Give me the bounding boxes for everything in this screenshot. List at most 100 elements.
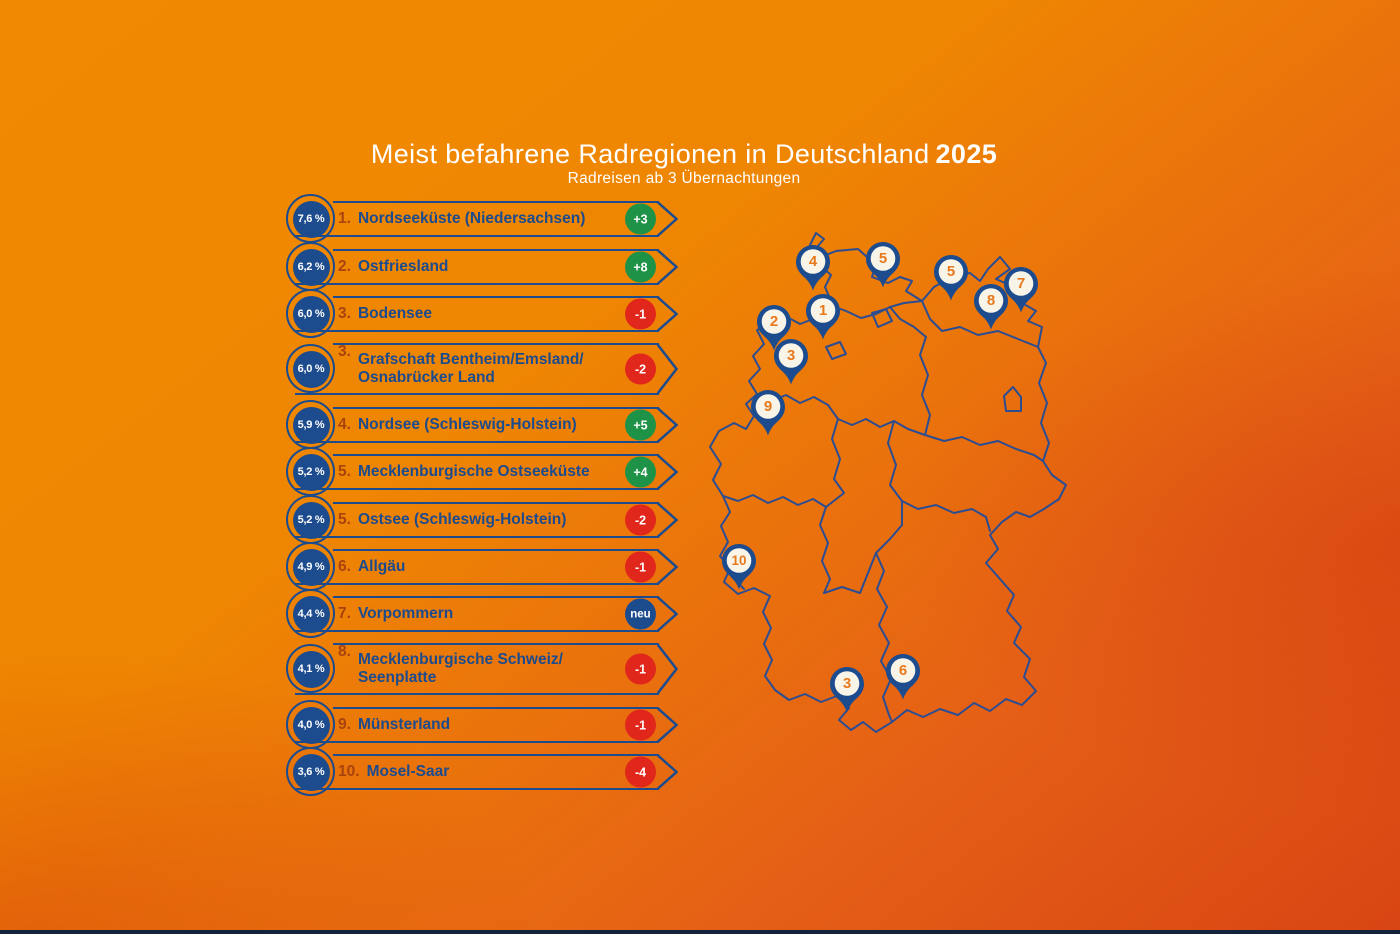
- state-border: [889, 306, 927, 338]
- pin-number: 1: [818, 302, 828, 319]
- region-label: 5. Ostsee (Schleswig-Holstein): [338, 511, 567, 528]
- ranking-row: 4,4 % 7. Vorpommern neu: [286, 589, 678, 639]
- arrow-tip-icon: [657, 454, 678, 490]
- rank-change-badge: -1: [625, 653, 656, 685]
- rank-number: 5.: [338, 463, 351, 480]
- share-badge: 5,9 %: [292, 406, 330, 444]
- rank-change-badge: +8: [625, 251, 656, 283]
- map-pin-icon: 9: [751, 390, 785, 436]
- rank-change-badge: -1: [625, 298, 656, 330]
- arrow-tip-icon: [657, 596, 678, 632]
- map-pin-icon: 6: [886, 654, 920, 700]
- ranking-row: 4,9 % 6. Allgäu -1: [286, 542, 678, 592]
- rank-change-badge: +3: [625, 203, 656, 235]
- state-border: [722, 494, 827, 508]
- rank-number: 3.: [338, 305, 351, 322]
- region-label: 3. Bodensee: [338, 305, 433, 322]
- state-border: [825, 341, 847, 360]
- pin-number: 3: [842, 675, 852, 692]
- ranking-row: 5,2 % 5. Mecklenburgische Ostseeküste +4: [286, 447, 678, 497]
- region-label: 3. Grafschaft Bentheim/Emsland/Osnabrücke…: [338, 343, 584, 386]
- arrow-tip-icon: [657, 754, 678, 790]
- pin-number: 5: [878, 250, 888, 267]
- arrow-tip-icon: [657, 407, 678, 443]
- share-badge: 5,2 %: [292, 501, 330, 539]
- region-label: 5. Mecklenburgische Ostseeküste: [338, 463, 590, 480]
- region-label: 4. Nordsee (Schleswig-Holstein): [338, 416, 577, 433]
- rank-change-badge: -1: [625, 551, 656, 583]
- rank-number: 6.: [338, 558, 351, 575]
- rank-change-badge: -1: [625, 709, 656, 741]
- region-label: 1. Nordseeküste (Niedersachsen): [338, 210, 586, 227]
- region-label: 2. Ostfriesland: [338, 258, 449, 275]
- germany-map: [709, 232, 1067, 733]
- rank-change-badge: -4: [625, 756, 656, 788]
- map-pin-icon: 7: [1004, 267, 1038, 313]
- country-outline: [709, 232, 1067, 733]
- rank-change-badge: -2: [625, 353, 656, 385]
- share-ring: [286, 644, 335, 693]
- ranking-row: 5,2 % 5. Ostsee (Schleswig-Holstein) -2: [286, 495, 678, 545]
- state-border: [871, 308, 893, 328]
- arrow-tip-icon: [657, 296, 678, 332]
- rank-change-badge: neu: [625, 598, 656, 630]
- ranking-row: 6,0 % 3. Grafschaft Bentheim/Emsland/Osna…: [286, 342, 678, 396]
- region-label: 8. Mecklenburgische Schweiz/Seenplatte: [338, 643, 563, 686]
- arrow-tip-icon: [657, 549, 678, 585]
- pin-number: 7: [1016, 275, 1026, 292]
- share-ring: [286, 289, 335, 338]
- state-border: [901, 500, 991, 532]
- rank-number: 9.: [338, 716, 351, 733]
- pin-number: 4: [808, 253, 818, 270]
- ranking-row: 7,6 % 1. Nordseeküste (Niedersachsen) +3: [286, 194, 678, 244]
- state-border: [875, 500, 903, 554]
- map-pin-icon: 1: [806, 294, 840, 340]
- share-badge: 6,0 %: [292, 350, 330, 388]
- map-pin-icon: 5: [934, 255, 968, 301]
- title-text: Meist befahrene Radregionen in Deutschla…: [370, 139, 930, 169]
- ranking-row: 4,1 % 8. Mecklenburgische Schweiz/Seenpla…: [286, 642, 678, 696]
- pin-number: 9: [763, 398, 773, 415]
- arrow-tip-icon: [657, 643, 678, 695]
- rank-number: 10.: [338, 763, 360, 780]
- state-border: [829, 300, 923, 319]
- rank-number: 3.: [338, 343, 351, 360]
- region-label: 7. Vorpommern: [338, 605, 454, 622]
- ranking-row: 5,9 % 4. Nordsee (Schleswig-Holstein) +5: [286, 400, 678, 450]
- state-border: [825, 418, 845, 508]
- page-subtitle: Radreisen ab 3 Übernachtungen: [567, 170, 801, 187]
- rank-change-badge: +5: [625, 409, 656, 441]
- state-border: [919, 336, 931, 436]
- rank-number: 7.: [338, 605, 351, 622]
- map-pin-icon: 3: [830, 667, 864, 713]
- page-title: Meist befahrene Radregionen in Deutschla…: [371, 139, 997, 170]
- rank-number: 8.: [338, 643, 351, 660]
- share-ring: [286, 747, 335, 796]
- region-label: 10. Mosel-Saar: [338, 763, 450, 780]
- share-badge: 7,6 %: [292, 200, 330, 238]
- share-badge: 4,9 %: [292, 548, 330, 586]
- rank-number: 4.: [338, 416, 351, 433]
- arrow-tip-icon: [657, 343, 678, 395]
- pin-number: 10: [731, 553, 747, 568]
- map-pin-icon: 2: [757, 305, 791, 351]
- ranking-row: 6,2 % 2. Ostfriesland +8: [286, 242, 678, 292]
- share-badge: 5,2 %: [292, 453, 330, 491]
- share-badge: 4,1 %: [292, 650, 330, 688]
- state-border: [819, 506, 831, 594]
- state-border: [921, 300, 1039, 348]
- state-border: [875, 552, 893, 723]
- share-badge: 6,2 %: [292, 248, 330, 286]
- map-pin-icon: 8: [974, 284, 1008, 330]
- rank-number: 1.: [338, 210, 351, 227]
- share-ring: [286, 344, 335, 393]
- rank-change-badge: +4: [625, 456, 656, 488]
- arrow-tip-icon: [657, 201, 678, 237]
- share-badge: 6,0 %: [292, 295, 330, 333]
- state-border: [924, 434, 1044, 462]
- map-pin-icon: 5: [866, 242, 900, 288]
- pin-number: 2: [769, 313, 779, 330]
- map-pin-icon: 10: [722, 544, 756, 590]
- state-border: [1003, 386, 1022, 412]
